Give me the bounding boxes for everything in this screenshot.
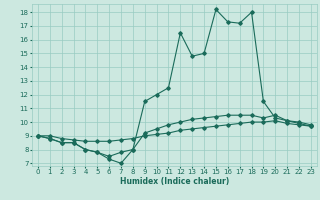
- X-axis label: Humidex (Indice chaleur): Humidex (Indice chaleur): [120, 177, 229, 186]
